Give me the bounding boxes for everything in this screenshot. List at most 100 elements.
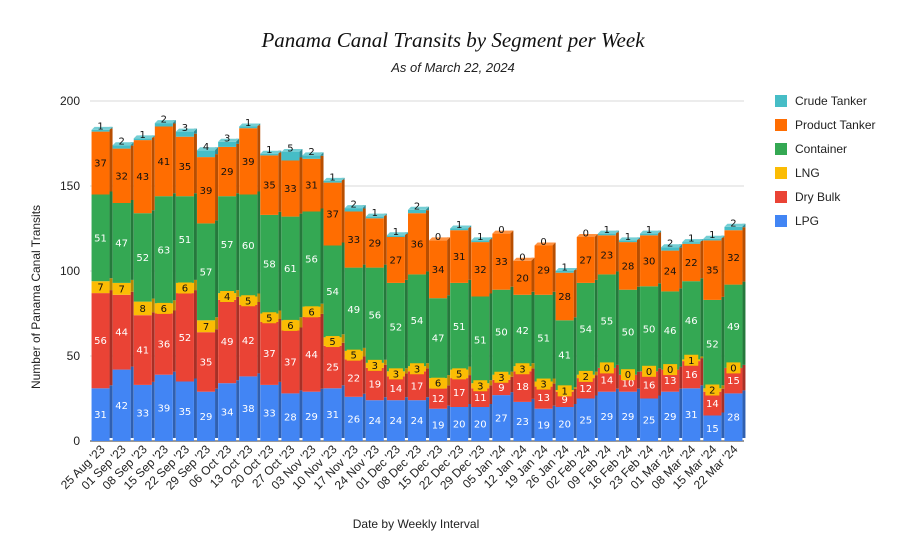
legend-label: LNG [795, 166, 820, 180]
bar-segment-side [236, 380, 240, 438]
bar-segment [239, 376, 258, 441]
bar-segment-side [215, 220, 219, 318]
bar-segment [450, 378, 469, 407]
bar-segment [365, 216, 384, 219]
bar-segment [640, 286, 659, 372]
bar-segment [597, 367, 616, 392]
bar-segment [386, 400, 405, 441]
bar-segment [175, 381, 194, 441]
data-label: 1 [688, 234, 694, 245]
bar-segment-side [700, 278, 704, 357]
bar-segment-side [172, 120, 176, 124]
legend-swatch [775, 191, 787, 203]
y-tick-label: 100 [60, 264, 80, 278]
data-label: 61 [284, 264, 297, 275]
bar-segment [154, 313, 173, 375]
bar-segment-side [447, 385, 451, 406]
bar-stack: 25 16 0 50 30 1 [640, 225, 662, 441]
data-label: 41 [157, 157, 170, 168]
data-label: 46 [664, 326, 677, 337]
data-label: 0 [730, 363, 736, 374]
bar-segment [492, 233, 511, 290]
legend-label: Dry Bulk [795, 190, 841, 204]
bar-segment [218, 299, 237, 384]
bar-stack: 24 14 3 52 27 1 [386, 227, 408, 441]
data-label: 58 [263, 260, 276, 271]
bar-top-face [703, 235, 725, 239]
bar-segment [239, 305, 258, 377]
bar-segment-side [278, 319, 282, 382]
data-label: 24 [368, 416, 381, 427]
data-label: 1 [140, 130, 146, 141]
bar-top-face [661, 244, 683, 248]
data-label: 3 [498, 373, 504, 384]
bar-segment [260, 214, 279, 314]
bar-segment-side [742, 364, 746, 391]
bar-segment-side [615, 271, 619, 365]
bar-segment-side [362, 393, 366, 438]
data-label: 19 [537, 420, 550, 431]
bar-stack: 28 15 0 49 32 2 [724, 218, 746, 441]
data-label: 1 [625, 232, 631, 243]
bar-segment [112, 369, 131, 441]
bar-segment [703, 240, 722, 300]
data-label: 28 [558, 292, 571, 303]
data-label: 34 [432, 265, 445, 276]
data-label: 37 [263, 349, 276, 360]
bar-segment-side [362, 264, 366, 348]
data-label: 1 [561, 263, 567, 274]
bar-top-face [218, 138, 240, 142]
bar-segment-side [172, 371, 176, 438]
bar-segment-side [278, 381, 282, 438]
bar-segment [302, 155, 321, 159]
bar-segment [154, 374, 173, 441]
bar-segment [323, 180, 342, 183]
bar-segment-side [510, 286, 514, 372]
data-label: 43 [136, 172, 149, 183]
label-box [663, 364, 678, 376]
data-label: 50 [622, 328, 635, 339]
bar-segment [597, 233, 616, 236]
bar-top-face [365, 213, 387, 217]
bar-segment-side [489, 385, 493, 404]
bar-segment-side [679, 366, 683, 389]
data-label: 32 [115, 171, 128, 182]
bar-segment-side [193, 193, 197, 280]
data-label: 2 [308, 147, 314, 158]
bar-segment [576, 378, 595, 399]
bar-segment-side [552, 242, 556, 292]
bar-segment [618, 391, 637, 441]
bar-segment [365, 267, 384, 363]
bar-segment [429, 298, 448, 379]
data-label: 30 [643, 256, 656, 267]
bar-segment-side [215, 329, 219, 389]
label-box [346, 349, 361, 361]
legend-item: Dry Bulk [775, 190, 841, 204]
bar-segment-side [299, 317, 303, 328]
bar-segment-side [489, 239, 493, 294]
bar-stack: 27 93 50 33 0 [492, 225, 514, 441]
bar-segment-side [679, 288, 683, 367]
bar-segment [91, 129, 110, 132]
bar-segment [239, 126, 258, 129]
bar-segment-side [489, 293, 493, 381]
data-label: 36 [157, 340, 170, 351]
label-box [410, 363, 424, 375]
bar-top-face [133, 135, 155, 139]
bar-segment-side [130, 200, 134, 280]
bar-segment-side [636, 286, 640, 372]
bar-segment [112, 294, 131, 370]
bar-segment [133, 315, 152, 385]
data-label: 6 [308, 307, 314, 318]
data-label: 3 [182, 123, 188, 134]
bar-stack: 35 52 6 51 35 3 [175, 123, 197, 441]
bar-segment-side [531, 398, 535, 438]
bar-segment [534, 245, 553, 295]
bar-segment [133, 384, 152, 441]
bar-segment-side [447, 405, 451, 438]
label-box [557, 385, 572, 397]
data-label: 2 [351, 200, 357, 211]
label-box [114, 283, 129, 295]
bar-segment-side [193, 133, 197, 194]
bar-segment-side [636, 388, 640, 438]
